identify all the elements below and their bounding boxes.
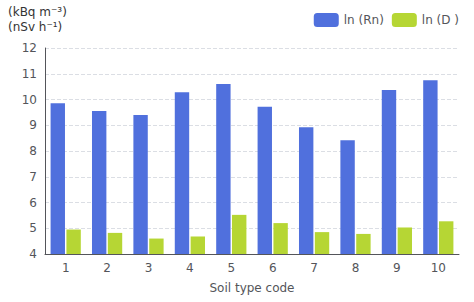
svg-text:4: 4	[186, 261, 194, 275]
svg-text:11: 11	[22, 67, 37, 81]
svg-text:9: 9	[29, 118, 37, 132]
svg-text:ln (D ): ln (D )	[422, 13, 459, 27]
svg-text:10: 10	[22, 93, 37, 107]
svg-text:4: 4	[29, 247, 37, 261]
svg-text:Soil type code: Soil type code	[209, 281, 294, 295]
svg-text:7: 7	[29, 170, 37, 184]
svg-text:6: 6	[269, 261, 277, 275]
svg-text:(kBq m⁻³): (kBq m⁻³)	[8, 5, 67, 19]
svg-text:9: 9	[393, 261, 401, 275]
svg-text:12: 12	[22, 41, 37, 55]
svg-text:8: 8	[29, 144, 37, 158]
svg-text:2: 2	[103, 261, 111, 275]
svg-text:5: 5	[227, 261, 235, 275]
svg-text:7: 7	[310, 261, 318, 275]
svg-text:(nSv h⁻¹): (nSv h⁻¹)	[8, 20, 62, 34]
svg-text:10: 10	[431, 261, 446, 275]
svg-text:5: 5	[29, 221, 37, 235]
svg-text:8: 8	[352, 261, 360, 275]
svg-text:ln (Rn): ln (Rn)	[344, 13, 384, 27]
svg-text:1: 1	[62, 261, 70, 275]
svg-text:3: 3	[145, 261, 153, 275]
svg-text:6: 6	[29, 196, 37, 210]
